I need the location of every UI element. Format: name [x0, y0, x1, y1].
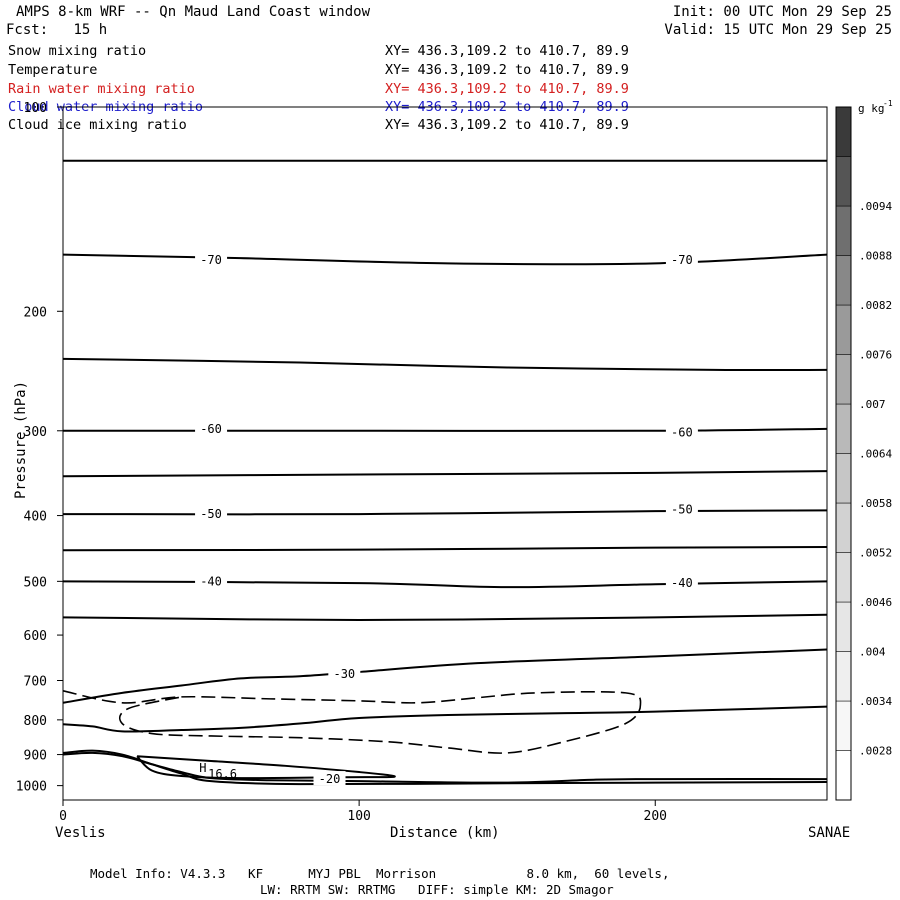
colorbar-swatch — [835, 205, 852, 256]
temperature-contour — [136, 755, 396, 780]
y-tick-label: 100 — [24, 101, 47, 116]
contour-label-bg — [195, 251, 228, 266]
xy-cloud-ice: XY= 436.3,109.2 to 410.7, 89.9 — [385, 117, 629, 133]
fcst-value: 15 h — [73, 22, 108, 38]
y-tick-label: 700 — [24, 675, 47, 690]
y-tick-label: 400 — [24, 510, 47, 525]
temperature-contour — [62, 580, 828, 589]
colorbar-frame — [835, 106, 852, 801]
contour-label-bg — [665, 575, 698, 590]
colorbar-level-label: .0094 — [859, 200, 892, 213]
temperature-contour — [62, 253, 828, 266]
x-axis-label: Distance (km) — [390, 825, 500, 841]
temperature-contour — [62, 470, 828, 478]
contour-label-bg — [195, 573, 228, 588]
colorbar-unit: g kg — [858, 102, 885, 115]
y-tick-label: 900 — [24, 749, 47, 764]
model-info: Model Info: V4.3.3 KF MYJ PBL Morrison 8… — [90, 866, 670, 881]
contour-label-bg — [328, 666, 361, 681]
contour-label: -70 — [200, 253, 222, 267]
high-annotation: H — [199, 761, 206, 775]
contour-label: -40 — [671, 576, 693, 590]
temperature-contour — [62, 509, 828, 516]
xy-rain: XY= 436.3,109.2 to 410.7, 89.9 — [385, 81, 629, 97]
model-info-physics: LW: RRTM SW: RRTMG DIFF: simple KM: 2D S… — [260, 882, 614, 897]
colorbar-unit-exponent: -1 — [883, 99, 893, 108]
contour-label: -40 — [200, 574, 222, 588]
colorbar-level-label: .0034 — [859, 695, 892, 708]
y-axis-label: Pressure (hPa) — [13, 380, 30, 500]
temperature-contour — [62, 357, 828, 372]
colorbar-level-label: .0064 — [859, 448, 892, 461]
xy-temperature: XY= 436.3,109.2 to 410.7, 89.9 — [385, 62, 629, 78]
contour-label: -60 — [200, 422, 222, 436]
var-temperature: Temperature — [8, 62, 98, 78]
temperature-contour — [62, 705, 828, 733]
contour-label-bg — [665, 501, 698, 516]
chart-title: AMPS 8-km WRF -- Qn Maud Land Coast wind… — [16, 4, 371, 20]
contour-label: -50 — [671, 503, 693, 517]
colorbar-level-label: .007 — [859, 398, 886, 411]
y-tick-label: 200 — [24, 305, 47, 320]
xy-snow: XY= 436.3,109.2 to 410.7, 89.9 — [385, 43, 629, 59]
contour-label-bg — [665, 424, 698, 439]
colorbar-level-label: .0082 — [859, 299, 892, 312]
colorbar-swatch — [835, 552, 852, 603]
colorbar-level-label: .004 — [859, 646, 886, 659]
snow-mixing-ratio-contour — [62, 690, 642, 754]
colorbar-level-label: .0052 — [859, 547, 892, 560]
colorbar-swatch — [835, 403, 852, 454]
colorbar-swatch — [835, 354, 852, 405]
contour-label: -70 — [671, 253, 693, 267]
colorbar-swatch — [835, 304, 852, 355]
fcst-label: Fcst: — [6, 22, 49, 38]
x-tick-label: 200 — [644, 809, 667, 824]
var-snow: Snow mixing ratio — [8, 43, 147, 59]
valid-time: Valid: 15 UTC Mon 29 Sep 25 — [664, 22, 892, 38]
y-tick-label: 1000 — [16, 780, 47, 795]
y-tick-label: 500 — [24, 575, 47, 590]
high-annotation: 16.6 — [208, 767, 237, 781]
temperature-contour — [63, 427, 828, 432]
colorbar-swatch — [835, 601, 852, 652]
contour-label-bg — [665, 251, 698, 266]
contour-label: -20 — [319, 772, 341, 786]
x-tick-label: 0 — [59, 809, 67, 824]
contour-label: -50 — [200, 507, 222, 521]
colorbar-level-label: .0058 — [859, 497, 892, 510]
colorbar-swatch — [835, 156, 852, 207]
temperature-contour — [62, 613, 828, 621]
left-endpoint: Veslis — [55, 825, 106, 841]
colorbar-level-label: .0028 — [859, 745, 892, 758]
colorbar-swatch — [835, 453, 852, 504]
colorbar-swatch — [835, 651, 852, 702]
colorbar-swatch — [835, 255, 852, 306]
var-rain: Rain water mixing ratio — [8, 81, 195, 97]
y-tick-label: 300 — [24, 425, 47, 440]
colorbar-swatch — [835, 750, 852, 801]
right-endpoint: SANAE — [808, 825, 851, 841]
contour-label: -30 — [333, 667, 355, 681]
contour-label: -60 — [671, 426, 693, 440]
temperature-contour — [62, 749, 828, 786]
colorbar-swatch — [835, 700, 852, 751]
temperature-contour — [62, 751, 828, 784]
colorbar-level-label: .0088 — [859, 250, 892, 263]
colorbar-level-label: .0076 — [859, 349, 892, 362]
y-tick-label: 600 — [24, 629, 47, 644]
contour-label-bg — [195, 506, 228, 521]
colorbar-swatch — [835, 502, 852, 553]
colorbar-swatch — [835, 106, 852, 157]
y-tick-label: 800 — [24, 714, 47, 729]
contour-label-bg — [195, 420, 228, 435]
x-tick-label: 100 — [347, 809, 370, 824]
contour-label-bg — [313, 771, 346, 786]
forecast-hour: Fcst: 15 h — [6, 22, 107, 38]
temperature-contour — [62, 648, 828, 704]
plot-frame — [62, 106, 828, 801]
init-time: Init: 00 UTC Mon 29 Sep 25 — [672, 4, 892, 20]
temperature-contour — [62, 545, 828, 552]
colorbar-level-label: .0046 — [859, 596, 892, 609]
